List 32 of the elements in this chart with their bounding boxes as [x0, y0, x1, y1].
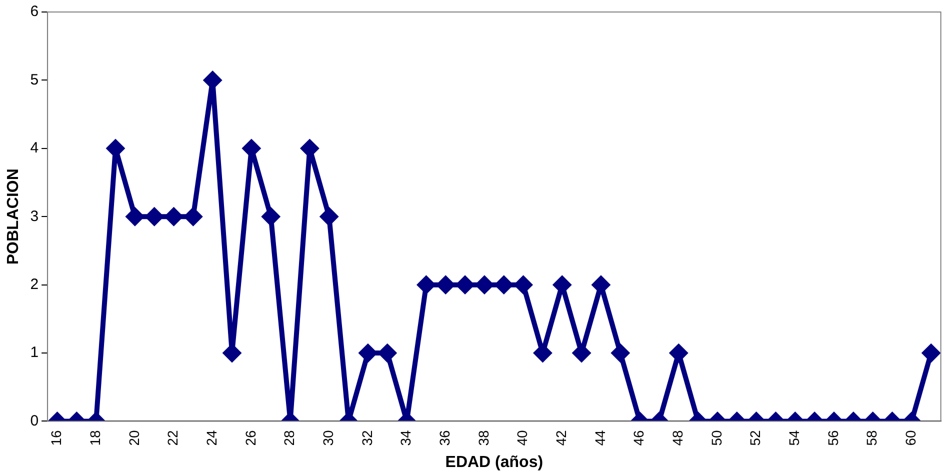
y-tick-label: 2 — [30, 276, 39, 293]
x-tick-label: 30 — [320, 430, 336, 446]
x-tick-label: 34 — [398, 430, 414, 446]
x-tick-label: 16 — [48, 430, 64, 446]
x-tick-label: 32 — [358, 430, 375, 446]
x-tick-label: 26 — [242, 430, 258, 446]
x-tick-label: 24 — [203, 430, 220, 446]
x-tick-label: 52 — [747, 430, 764, 446]
y-tick-label: 3 — [30, 208, 39, 225]
x-tick-label: 54 — [786, 430, 802, 446]
y-tick-label: 5 — [30, 71, 39, 88]
x-tick-label: 48 — [670, 430, 686, 446]
y-tick-label: 6 — [30, 3, 39, 20]
x-tick-label: 60 — [902, 430, 919, 446]
y-tick-label: 1 — [30, 344, 39, 362]
x-tick-label: 18 — [86, 430, 103, 446]
x-tick-label: 44 — [592, 430, 608, 446]
x-tick-label: 36 — [436, 430, 452, 446]
x-tick-label: 40 — [514, 430, 530, 446]
x-tick-label: 38 — [475, 430, 492, 446]
x-tick-label: 22 — [164, 430, 181, 446]
x-tick-label: 46 — [630, 430, 647, 446]
x-tick-label: 50 — [708, 430, 724, 446]
x-tick-label: 42 — [552, 430, 569, 446]
y-tick-label: 4 — [30, 140, 39, 157]
x-tick-label: 28 — [281, 430, 298, 446]
x-tick-label: 20 — [126, 430, 142, 446]
y-axis-title: POBLACION — [5, 168, 22, 265]
x-tick-label: 58 — [864, 430, 880, 446]
y-tick-label: 0 — [30, 412, 39, 430]
x-axis-title: EDAD (años) — [445, 454, 544, 471]
x-tick-label: 56 — [824, 430, 841, 446]
